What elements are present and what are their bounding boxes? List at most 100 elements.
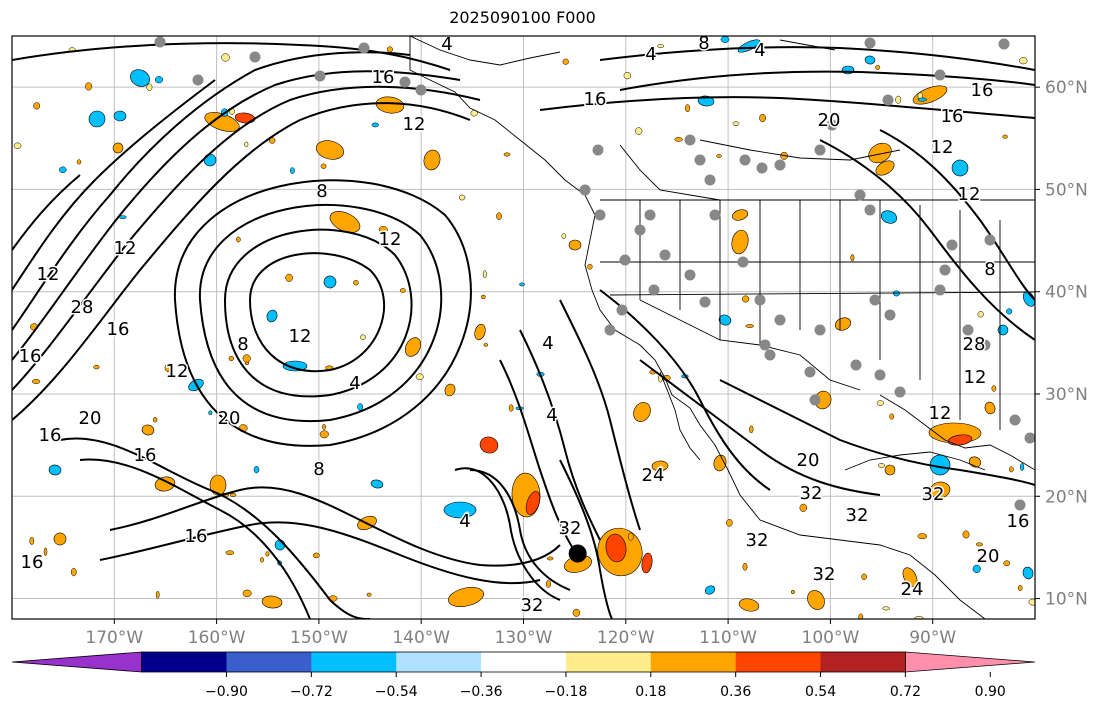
shaded-speck — [496, 212, 502, 220]
contour-label: 16 — [21, 552, 44, 573]
shaded-area — [731, 209, 749, 221]
shaded-speck — [572, 608, 581, 617]
shaded-speck — [208, 410, 213, 416]
shaded-speck — [154, 76, 164, 84]
station-dot — [894, 386, 906, 398]
contour-label: 16 — [185, 526, 208, 547]
shaded-speck — [59, 166, 67, 174]
shaded-speck — [357, 403, 364, 411]
coastline — [609, 291, 1035, 296]
contour-label: 28 — [963, 334, 986, 355]
shaded-area — [423, 149, 441, 171]
coastlines-and-borders — [409, 36, 1035, 619]
contour-label: 20 — [218, 408, 241, 429]
shaded-area — [731, 229, 749, 255]
shaded-area — [875, 160, 895, 176]
contour-label: 12 — [166, 361, 189, 382]
contour-label: 4 — [645, 44, 656, 65]
lat-tick-label: 60°N — [1045, 78, 1088, 98]
colorbar-max-extend — [905, 651, 1036, 673]
shaded-area — [568, 239, 582, 251]
shaded-speck — [623, 71, 631, 80]
chart-title: 2025090100 F000 — [449, 8, 596, 27]
station-dot — [604, 324, 616, 336]
shaded-speck — [13, 142, 22, 150]
contour-label: 24 — [642, 465, 665, 486]
shaded-speck — [850, 254, 855, 262]
station-dot — [192, 74, 204, 86]
shaded-area — [641, 552, 653, 574]
shaded-area — [997, 324, 1009, 336]
shaded-speck — [720, 36, 730, 43]
shaded-speck — [562, 58, 569, 65]
station-dot — [826, 119, 838, 131]
shaded-speck — [221, 53, 230, 62]
contour-line — [198, 204, 443, 423]
shaded-speck — [627, 532, 634, 541]
colorbar-tick-label: −0.54 — [375, 684, 418, 700]
shaded-speck — [914, 616, 924, 619]
station-dot — [634, 224, 646, 236]
shaded-area — [130, 69, 150, 87]
contour-line — [79, 458, 311, 619]
shaded-area — [651, 460, 669, 472]
contour-labels: 4 4 8 4 16 16 16 16 12 20 12 12 8 12 12 12 28 16 16 12 8 12 4 4… — [17, 36, 1031, 618]
colorbar-segment — [141, 652, 227, 672]
lat-tick-label: 20°N — [1045, 487, 1088, 507]
shaded-area — [444, 383, 456, 397]
station-dot — [774, 314, 786, 326]
station-dot — [659, 249, 671, 261]
station-dot — [864, 204, 876, 216]
shaded-speck — [917, 97, 927, 102]
shaded-speck — [244, 141, 249, 148]
contour-label: 20 — [977, 546, 1000, 567]
station-dot — [814, 144, 826, 156]
shaded-speck — [545, 580, 551, 588]
shaded-speck — [164, 363, 172, 372]
shaded-speck — [1003, 560, 1011, 567]
shaded-area — [474, 323, 486, 341]
station-dot — [854, 189, 866, 201]
station-dot — [754, 294, 766, 306]
shaded-area — [1022, 566, 1034, 580]
shaded-speck — [962, 530, 970, 539]
station-dot — [934, 69, 946, 81]
shaded-area — [88, 110, 106, 128]
contour-label: 12 — [37, 264, 60, 285]
station-dot — [946, 239, 958, 251]
station-dot — [850, 359, 862, 371]
shaded-area — [443, 501, 477, 519]
station-dot — [1014, 499, 1026, 511]
station-dot — [709, 209, 721, 221]
shaded-speck — [732, 121, 740, 126]
shaded-area — [141, 424, 155, 436]
coastline — [879, 394, 1035, 471]
shaded-speck — [1002, 134, 1008, 139]
shaded-speck — [587, 263, 593, 270]
shaded-area — [203, 153, 217, 167]
shaded-speck — [508, 404, 514, 412]
shaded-speck — [76, 159, 82, 165]
shaded-area — [880, 210, 898, 224]
shaded-speck — [33, 102, 41, 110]
contour-label: 4 — [754, 40, 765, 61]
lon-tick-label: 150°W — [290, 628, 348, 648]
station-dot — [764, 349, 776, 361]
shaded-speck — [503, 152, 511, 157]
shaded-speck — [1020, 463, 1025, 471]
station-dot — [979, 339, 991, 351]
shaded-speck — [312, 552, 320, 559]
shaded-speck — [635, 127, 643, 135]
station-dot — [869, 294, 881, 306]
shaded-area — [884, 464, 896, 476]
station-dot — [594, 209, 606, 221]
shaded-speck — [561, 233, 567, 240]
colorbar-tick-label: 0.72 — [890, 684, 921, 700]
shaded-area — [315, 140, 345, 160]
shaded-speck — [519, 282, 525, 287]
station-dot — [874, 369, 886, 381]
shaded-area — [713, 454, 727, 472]
station-dot — [1024, 432, 1035, 444]
shaded-area — [864, 55, 876, 65]
